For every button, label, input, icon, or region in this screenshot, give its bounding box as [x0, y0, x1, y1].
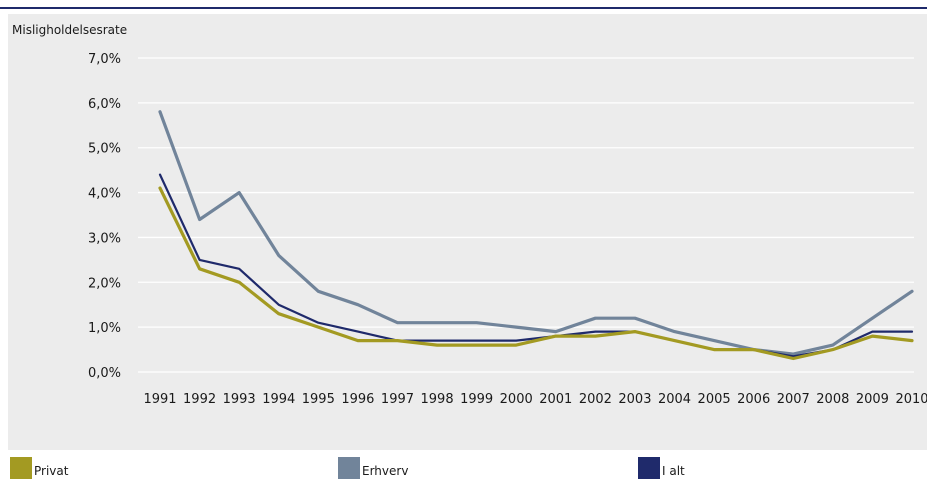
y-tick-label: 5,0% — [88, 142, 121, 157]
y-tick-label: 0,0% — [88, 366, 121, 381]
x-tick-label: 2000 — [500, 392, 533, 407]
y-tick-label: 1,0% — [88, 321, 121, 336]
legend-label-privat: Privat — [34, 464, 69, 478]
series-line-i-alt — [158, 173, 914, 358]
x-tick-label: 2008 — [816, 392, 849, 407]
x-tick-label: 1998 — [421, 392, 454, 407]
x-tick-label: 1999 — [460, 392, 493, 407]
x-tick-label: 2001 — [539, 392, 572, 407]
y-tick-label: 2,0% — [88, 276, 121, 291]
x-tick-label: 2003 — [618, 392, 651, 407]
series-lines — [158, 110, 914, 361]
legend: Privat Erhverv I alt — [0, 455, 927, 479]
y-axis-label: Misligholdelsesrate — [12, 23, 127, 37]
legend-swatch-i-alt — [638, 457, 660, 479]
line-chart: Misligholdelsesrate 0,0% 1,0% 2,0% 3,0% 4,0%… — [12, 23, 927, 407]
x-tick-label: 2002 — [579, 392, 612, 407]
x-tick-label: 1996 — [341, 392, 374, 407]
x-tick-label: 2009 — [856, 392, 889, 407]
x-tick-label: 1993 — [223, 392, 256, 407]
series-line-privat — [158, 186, 914, 361]
y-tick-label: 3,0% — [88, 231, 121, 246]
x-tick-label: 1992 — [183, 392, 216, 407]
x-tick-label: 2005 — [698, 392, 731, 407]
series-line-erhverv — [158, 110, 914, 356]
top-rule — [0, 7, 927, 9]
legend-swatch-erhverv — [338, 457, 360, 479]
x-tick-label: 1994 — [262, 392, 295, 407]
legend-label-erhverv: Erhverv — [362, 464, 409, 478]
y-tick-labels: 0,0% 1,0% 2,0% 3,0% 4,0% 5,0% 6,0% 7,0% — [88, 52, 121, 381]
legend-swatch-privat — [10, 457, 32, 479]
x-tick-label: 2006 — [737, 392, 770, 407]
x-tick-label: 2010 — [895, 392, 927, 407]
legend-label-i-alt: I alt — [662, 464, 685, 478]
y-tick-label: 7,0% — [88, 52, 121, 67]
x-tick-label: 2007 — [777, 392, 810, 407]
x-tick-label: 1995 — [302, 392, 335, 407]
chart-panel: Misligholdelsesrate 0,0% 1,0% 2,0% 3,0% 4,0%… — [8, 14, 927, 450]
x-tick-label: 1997 — [381, 392, 414, 407]
x-tick-label: 2004 — [658, 392, 691, 407]
x-tick-labels: 1991 1992 1993 1994 1995 1996 1997 1998 1999 2000… — [143, 392, 927, 407]
y-tick-label: 4,0% — [88, 187, 121, 202]
x-tick-label: 1991 — [143, 392, 176, 407]
y-tick-label: 6,0% — [88, 97, 121, 112]
